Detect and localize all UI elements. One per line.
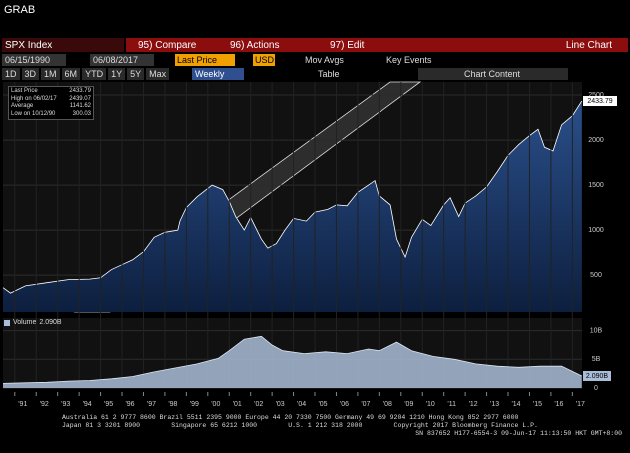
x-tick-label: '17 xyxy=(576,401,585,408)
last-price-box xyxy=(583,96,617,107)
period-button[interactable]: 1D xyxy=(2,68,20,80)
footer-line: Japan 81 3 3201 8900 Singapore 65 6212 1… xyxy=(62,422,538,429)
y-tick-label: 10B xyxy=(590,327,603,334)
x-tick-label: '01 xyxy=(233,401,242,408)
security[interactable]: SPX Index xyxy=(5,40,53,51)
x-tick-label: '93 xyxy=(61,401,70,408)
period-button[interactable]: 1Y xyxy=(108,68,126,80)
frequency-box[interactable] xyxy=(192,68,244,80)
y-tick-label: 1000 xyxy=(588,227,604,234)
currency-box[interactable] xyxy=(253,54,275,66)
x-tick-label: '95 xyxy=(104,401,113,408)
key-events[interactable]: Key Events xyxy=(386,55,432,65)
x-tick-label: '15 xyxy=(533,401,542,408)
last-price-label: 2433.79 xyxy=(587,98,612,105)
legend-row: Last Price 2433.79 xyxy=(11,88,91,96)
legend-swatch xyxy=(4,320,10,326)
currency[interactable]: USD xyxy=(255,55,275,65)
footer-line: Australia 61 2 9777 8600 Brazil 5511 239… xyxy=(62,414,519,421)
period-bar: 1D 3D 1M 6M YTD 1Y 5Y Max xyxy=(2,68,170,80)
app-title: GRAB xyxy=(4,4,36,16)
x-tick-label: '98 xyxy=(168,401,177,408)
legend-value: 2433.79 xyxy=(69,88,91,94)
x-tick-label: '96 xyxy=(125,401,134,408)
legend-value: 2439.07 xyxy=(69,95,91,102)
footer-line: SN 837652 H177-6554-3 09-Jun-17 11:13:50… xyxy=(415,430,622,437)
legend-row: Low on 10/12/90 300.03 xyxy=(11,111,91,119)
x-tick-label: '12 xyxy=(469,401,478,408)
chart-content-box[interactable] xyxy=(418,68,568,80)
edit-button[interactable]: 97) Edit xyxy=(330,40,365,51)
period-button[interactable]: YTD xyxy=(82,68,107,80)
x-tick-label: '92 xyxy=(40,401,49,408)
frequency[interactable]: Weekly xyxy=(195,69,225,79)
period-button[interactable]: 5Y xyxy=(127,68,145,80)
x-tick-label: '99 xyxy=(190,401,199,408)
compare-button[interactable]: 95) Compare xyxy=(138,40,197,51)
x-tick-label: '07 xyxy=(361,401,370,408)
legend-value: 2.090B xyxy=(39,319,62,326)
x-tick-label: '91 xyxy=(18,401,27,408)
y-tick-label: 0 xyxy=(594,385,598,392)
volume-legend: Volume 2.090B xyxy=(4,319,62,326)
y-tick-label: 2500 xyxy=(588,92,604,99)
price-legend: Last Price 2433.79 High on 06/02/17 2439.07… xyxy=(8,86,94,120)
x-tick-label: '13 xyxy=(490,401,499,408)
legend-value: 1141.62 xyxy=(69,103,91,109)
mov-avgs[interactable]: Mov Avgs xyxy=(305,55,344,65)
table-button[interactable]: Table xyxy=(318,69,340,79)
start-date[interactable]: 06/15/1990 xyxy=(5,55,51,65)
y-tick-label: 2000 xyxy=(588,137,604,144)
field-box[interactable] xyxy=(175,54,235,66)
menu-bar xyxy=(126,38,628,52)
value-label-box xyxy=(583,371,611,382)
x-tick-label: '10 xyxy=(426,401,435,408)
x-tick-label: '00 xyxy=(211,401,220,408)
x-tick-label: '97 xyxy=(147,401,156,408)
volume-line xyxy=(2,335,582,384)
x-tick-label: '04 xyxy=(297,401,306,408)
x-tick-label: '16 xyxy=(554,401,563,408)
chart-content[interactable]: Chart Content xyxy=(464,69,521,79)
price-area xyxy=(3,101,582,312)
x-tick-label: '05 xyxy=(318,401,327,408)
end-date-box[interactable] xyxy=(90,54,154,66)
chart-type[interactable]: Line Chart xyxy=(565,40,612,51)
legend-label: High on 06/02/17 xyxy=(11,95,57,102)
y-tick-label: 5B xyxy=(592,356,601,363)
start-date-box[interactable] xyxy=(2,54,66,66)
end-date[interactable]: 06/08/2017 xyxy=(93,55,139,65)
legend-label: Low on 10/12/90 xyxy=(11,110,56,117)
x-tick-label: '09 xyxy=(404,401,413,408)
y-tick-label: 500 xyxy=(590,272,602,279)
x-tick-label: '11 xyxy=(447,401,456,408)
period-button[interactable]: Max xyxy=(146,68,170,80)
y-tick-label: 1500 xyxy=(588,182,604,189)
legend-label: Last Price xyxy=(11,88,38,94)
x-tick-label: '06 xyxy=(340,401,349,408)
x-tick-label: '03 xyxy=(276,401,285,408)
legend-name: Volume xyxy=(13,319,37,326)
x-tick-label: '14 xyxy=(511,401,520,408)
period-button[interactable]: 6M xyxy=(61,68,81,80)
actions-button[interactable]: 96) Actions xyxy=(230,40,280,51)
x-tick-label: '02 xyxy=(254,401,263,408)
legend-row: High on 06/02/17 2439.07 xyxy=(11,96,91,104)
period-button[interactable]: 1M xyxy=(41,68,60,80)
x-tick-label: '08 xyxy=(383,401,392,408)
legend-value: 300.03 xyxy=(72,110,91,117)
x-tick-label: '94 xyxy=(83,401,92,408)
legend-label: Average xyxy=(11,103,34,109)
security-box[interactable] xyxy=(2,38,124,52)
period-button[interactable]: 3D xyxy=(21,68,40,80)
volume-area xyxy=(3,336,582,388)
field[interactable]: Last Price xyxy=(177,55,218,65)
legend-row: Average 1141.62 xyxy=(11,103,91,111)
value-label: 2.090B xyxy=(586,373,609,380)
